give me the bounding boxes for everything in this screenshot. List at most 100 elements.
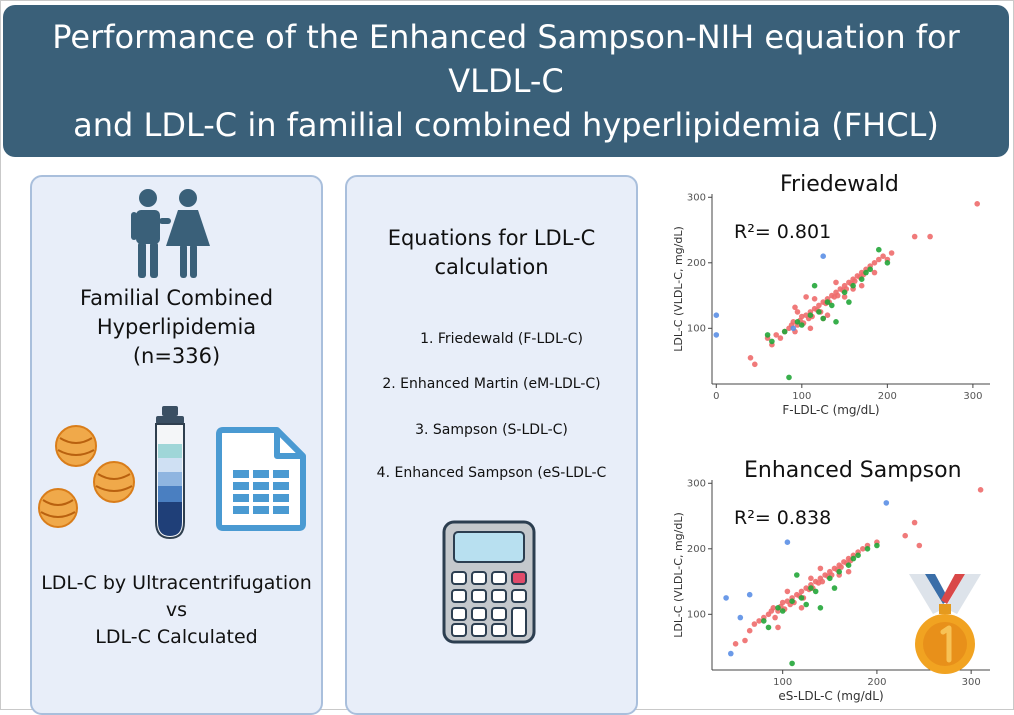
scatter-point	[794, 572, 800, 578]
scatter-point	[824, 299, 831, 305]
scatter-point	[845, 562, 852, 568]
scatter-point	[807, 312, 814, 318]
x-tick-label: 100	[792, 391, 811, 402]
scatter-point	[927, 233, 933, 240]
spreadsheet-icon	[216, 427, 306, 531]
cohort-n: (n=336)	[132, 344, 221, 368]
y-axis-label: LDL-C (VLDL-C, mg/dL)	[672, 226, 685, 351]
scatter-point	[808, 575, 814, 582]
scatter-point	[772, 614, 778, 621]
scatter-point	[836, 568, 842, 575]
x-axis-label: eS-LDL-C (mg/dL)	[778, 689, 883, 703]
y-tick-label: 300	[687, 478, 706, 489]
scatter-point	[852, 278, 858, 284]
scatter-point	[841, 289, 848, 296]
comparison-label: LDL-C by Ultracentrifugation vs LDL-C Ca…	[30, 570, 323, 651]
scatter-point	[756, 618, 762, 624]
scatter-point	[858, 276, 865, 282]
people-icon	[131, 189, 210, 278]
equation-item: 3. Sampson (S-LDL-C)	[415, 422, 568, 438]
scatter-point	[773, 332, 779, 338]
scatter-point	[765, 624, 772, 631]
chart-2-enhanced-sampson: 100 200 300 100 200 300 eS-LDL-C (mg/dL) LDL-C …	[672, 478, 990, 703]
scatter-point	[977, 487, 984, 493]
calculator-icon	[442, 520, 536, 644]
scatter-point	[732, 641, 739, 647]
y-tick-label: 100	[687, 609, 706, 620]
comparison-line-1: LDL-C by Ultracentrifugation	[41, 572, 312, 594]
scatter-point	[883, 500, 890, 506]
equation-item: 2. Enhanced Martin (eM-LDL-C)	[382, 376, 601, 392]
scatter-point	[888, 250, 895, 256]
scatter-point	[799, 322, 805, 328]
scatter-point	[713, 332, 720, 338]
scatter-point	[850, 555, 857, 562]
scatter-point	[831, 585, 838, 591]
medal-icon	[909, 574, 981, 674]
scatter-point	[916, 542, 923, 549]
scatter-point	[811, 282, 818, 289]
scatter-point	[880, 253, 886, 259]
scatter-point	[794, 309, 801, 315]
scatter-point	[737, 614, 744, 621]
scatter-point	[798, 605, 805, 611]
scatter-point	[902, 532, 908, 539]
scatter-point	[816, 302, 822, 309]
scatter-point	[829, 302, 835, 309]
chart-1-title: Friedewald	[780, 172, 899, 197]
scatter-point	[817, 605, 824, 611]
scatter-point	[833, 319, 839, 325]
title-line-1: Performance of the Enhanced Sampson-NIH …	[52, 18, 960, 100]
test-tube-icon	[155, 406, 185, 540]
x-tick-label: 300	[963, 391, 982, 402]
equations-heading-line-2: calculation	[434, 255, 549, 279]
x-tick-label: 0	[713, 391, 719, 402]
scatter-point	[761, 618, 767, 624]
equations-heading: Equations for LDL-C calculation	[345, 224, 638, 282]
scatter-point	[728, 650, 734, 657]
equations-heading-line-1: Equations for LDL-C	[387, 226, 596, 250]
page-title: Performance of the Enhanced Sampson-NIH …	[11, 15, 1001, 147]
scatter-point	[817, 565, 824, 572]
x-tick-label: 200	[878, 391, 897, 402]
scatter-point	[798, 588, 805, 595]
scatter-point	[876, 246, 882, 253]
scatter-point	[841, 294, 848, 300]
x-tick-label: 300	[962, 677, 981, 688]
scatter-point	[850, 282, 856, 289]
scatter-point	[781, 328, 788, 335]
cohort-label: Familial Combined Hyperlipidemia (n=336)	[30, 284, 323, 371]
scatter-point	[746, 627, 753, 634]
scatter-point	[846, 299, 852, 305]
scatter-point	[770, 605, 777, 611]
chart-1-friedewald: 0 100 200 300 100 200 300 F-LDL-C (mg/dL) LDL-C …	[672, 192, 990, 417]
scatter-point	[803, 294, 809, 300]
scatter-point	[777, 335, 784, 341]
scatter-point	[845, 568, 852, 575]
scatter-point	[820, 253, 826, 259]
y-tick-label: 200	[687, 544, 706, 555]
equation-item: 4. Enhanced Sampson (eS-LDL-C	[376, 465, 607, 481]
scatter-point	[858, 282, 865, 289]
cohort-line-1: Familial Combined	[79, 286, 274, 310]
scatter-point	[775, 624, 781, 631]
scatter-point	[864, 546, 871, 552]
scatter-point	[812, 588, 819, 595]
scatter-point	[911, 519, 918, 526]
scatter-point	[747, 355, 754, 361]
scatter-point	[764, 332, 771, 338]
scatter-point	[838, 564, 844, 570]
lipoprotein-particles-icon	[38, 425, 135, 528]
scatter-point	[807, 325, 814, 332]
scatter-point	[799, 313, 805, 320]
scatter-point	[789, 598, 795, 604]
y-tick-label: 300	[687, 192, 706, 203]
scatter-point	[779, 608, 786, 614]
scatter-point	[752, 361, 758, 368]
scatter-point	[769, 338, 775, 345]
scatter-point	[827, 575, 833, 582]
scatter-point	[775, 605, 781, 611]
scatter-point	[723, 595, 729, 601]
scatter-point	[871, 260, 878, 266]
chart-2-title: Enhanced Sampson	[744, 458, 962, 483]
